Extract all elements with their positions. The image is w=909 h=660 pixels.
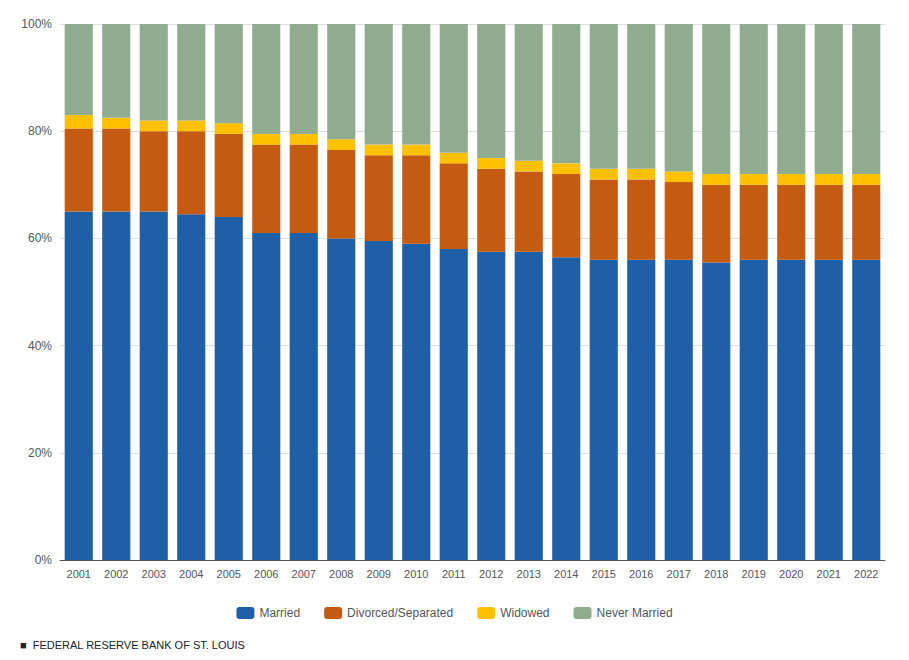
svg-text:2005: 2005 (217, 568, 241, 580)
svg-text:■ FEDERAL RESERVE BANK OF ST.: ■ FEDERAL RESERVE BANK OF ST. LOUIS (20, 639, 245, 651)
svg-text:40%: 40% (28, 339, 52, 353)
svg-text:2020: 2020 (779, 568, 803, 580)
svg-text:2018: 2018 (704, 568, 728, 580)
svg-text:0%: 0% (35, 553, 53, 567)
svg-text:20%: 20% (28, 446, 52, 460)
svg-text:2009: 2009 (367, 568, 391, 580)
svg-text:2003: 2003 (142, 568, 166, 580)
svg-text:2004: 2004 (179, 568, 203, 580)
svg-text:2011: 2011 (442, 568, 466, 580)
svg-text:2013: 2013 (517, 568, 541, 580)
svg-text:2022: 2022 (854, 568, 878, 580)
svg-text:2021: 2021 (817, 568, 841, 580)
svg-text:2002: 2002 (104, 568, 128, 580)
svg-text:100%: 100% (21, 17, 52, 31)
svg-text:2012: 2012 (479, 568, 503, 580)
svg-text:2006: 2006 (254, 568, 278, 580)
svg-text:2016: 2016 (629, 568, 653, 580)
svg-text:Never Married: Never Married (597, 606, 673, 620)
svg-text:2017: 2017 (667, 568, 691, 580)
svg-text:80%: 80% (28, 124, 52, 138)
svg-text:Widowed: Widowed (500, 606, 549, 620)
svg-text:Divorced/Separated: Divorced/Separated (347, 606, 453, 620)
svg-text:2010: 2010 (404, 568, 428, 580)
svg-text:2007: 2007 (292, 568, 316, 580)
svg-text:2015: 2015 (592, 568, 616, 580)
svg-text:2001: 2001 (67, 568, 91, 580)
svg-text:2014: 2014 (554, 568, 578, 580)
svg-text:2019: 2019 (742, 568, 766, 580)
svg-text:Married: Married (259, 606, 300, 620)
svg-text:60%: 60% (28, 231, 52, 245)
svg-text:2008: 2008 (329, 568, 353, 580)
